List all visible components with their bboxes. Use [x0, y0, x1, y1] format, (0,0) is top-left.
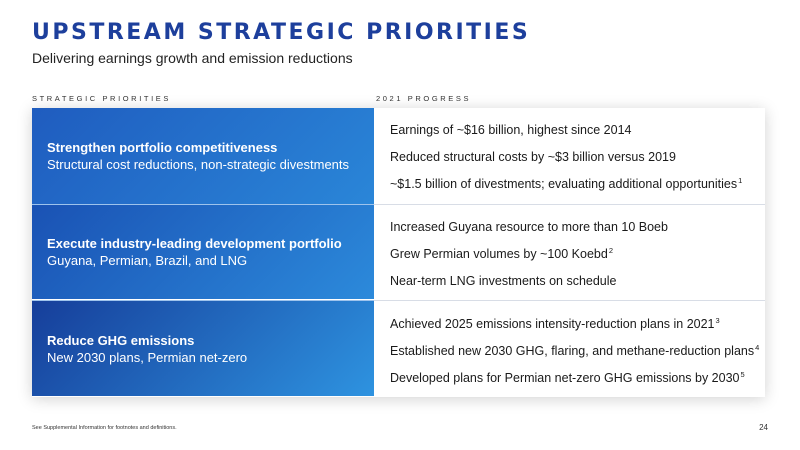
- progress-item: Established new 2030 GHG, flaring, and m…: [390, 342, 760, 358]
- progress-cell: Earnings of ~$16 billion, highest since …: [374, 108, 765, 204]
- table-row: Strengthen portfolio competitiveness Str…: [32, 108, 765, 204]
- footnote-ref: 3: [715, 315, 720, 325]
- progress-cell: Achieved 2025 emissions intensity-reduct…: [374, 301, 765, 398]
- progress-item: Achieved 2025 emissions intensity-reduct…: [390, 315, 720, 331]
- page-title: UPSTREAM STRATEGIC PRIORITIES: [32, 20, 531, 45]
- priority-cell: Execute industry-leading development por…: [32, 203, 374, 300]
- table-row: Execute industry-leading development por…: [32, 203, 765, 301]
- priority-cell: Strengthen portfolio competitiveness Str…: [32, 108, 374, 204]
- priority-subtext: New 2030 plans, Permian net-zero: [47, 349, 248, 365]
- progress-item: Earnings of ~$16 billion, highest since …: [390, 123, 632, 138]
- progress-item: Grew Permian volumes by ~100 Koebd2: [390, 246, 613, 261]
- priority-cell: Reduce GHG emissions New 2030 plans, Per…: [32, 300, 374, 397]
- column-header-strategic-priorities: STRATEGIC PRIORITIES: [32, 94, 171, 103]
- priority-heading: Execute industry-leading development por…: [47, 236, 342, 251]
- priority-heading: Reduce GHG emissions: [47, 332, 195, 348]
- table-row: Reduce GHG emissions New 2030 plans, Per…: [32, 300, 765, 398]
- priority-subtext: Structural cost reductions, non-strategi…: [47, 156, 350, 172]
- progress-item: ~$1.5 billion of divestments; evaluating…: [390, 176, 743, 192]
- priorities-table: Strengthen portfolio competitiveness Str…: [32, 108, 765, 398]
- page-subtitle: Delivering earnings growth and emission …: [32, 50, 353, 66]
- footnote-ref: 5: [740, 369, 745, 379]
- footnote-ref: 4: [755, 342, 760, 352]
- progress-cell: Increased Guyana resource to more than 1…: [374, 204, 765, 301]
- progress-item: Reduced structural costs by ~$3 billion …: [390, 150, 676, 165]
- progress-item: Near-term LNG investments on schedule: [390, 274, 617, 288]
- priority-heading: Strengthen portfolio competitiveness: [47, 139, 278, 155]
- priority-subtext: Guyana, Permian, Brazil, and LNG: [47, 253, 248, 268]
- column-header-2021-progress: 2021 PROGRESS: [376, 94, 472, 103]
- footnote-ref: 1: [738, 176, 743, 186]
- progress-item: Increased Guyana resource to more than 1…: [390, 220, 668, 234]
- page-number: 24: [759, 423, 768, 432]
- progress-item: Developed plans for Permian net-zero GHG…: [390, 369, 745, 385]
- footnote-text: See Supplemental Information for footnot…: [32, 425, 177, 431]
- footnote-ref: 2: [608, 246, 613, 255]
